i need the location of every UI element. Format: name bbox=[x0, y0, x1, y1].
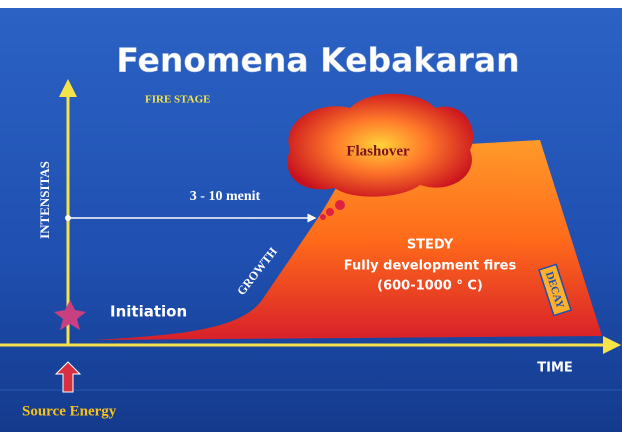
duration-dot bbox=[65, 215, 71, 221]
y-axis-label: INTENSITAS bbox=[37, 161, 52, 239]
title: Fenomena Kebakaran bbox=[116, 41, 519, 80]
x-axis-label: TIME bbox=[537, 361, 573, 376]
puff bbox=[335, 200, 345, 210]
steady-temp: (600-1000 ° C) bbox=[377, 279, 483, 294]
flashover-label: Flashover bbox=[346, 143, 410, 159]
subtitle: FIRE STAGE bbox=[145, 94, 211, 106]
slide: Fenomena Kebakaran FIRE STAGE INTENSITAS… bbox=[0, 0, 622, 432]
puff bbox=[320, 214, 326, 220]
source-label: Source Energy bbox=[22, 403, 117, 419]
puff bbox=[326, 208, 334, 216]
steady-label: STEDY bbox=[407, 238, 454, 253]
page: {"header": {"title": "Fenomena Kebakaran… bbox=[0, 0, 622, 432]
initiation-label: Initiation bbox=[110, 303, 187, 321]
steady-desc: Fully development fires bbox=[344, 259, 517, 274]
duration-label: 3 - 10 menit bbox=[190, 189, 261, 204]
